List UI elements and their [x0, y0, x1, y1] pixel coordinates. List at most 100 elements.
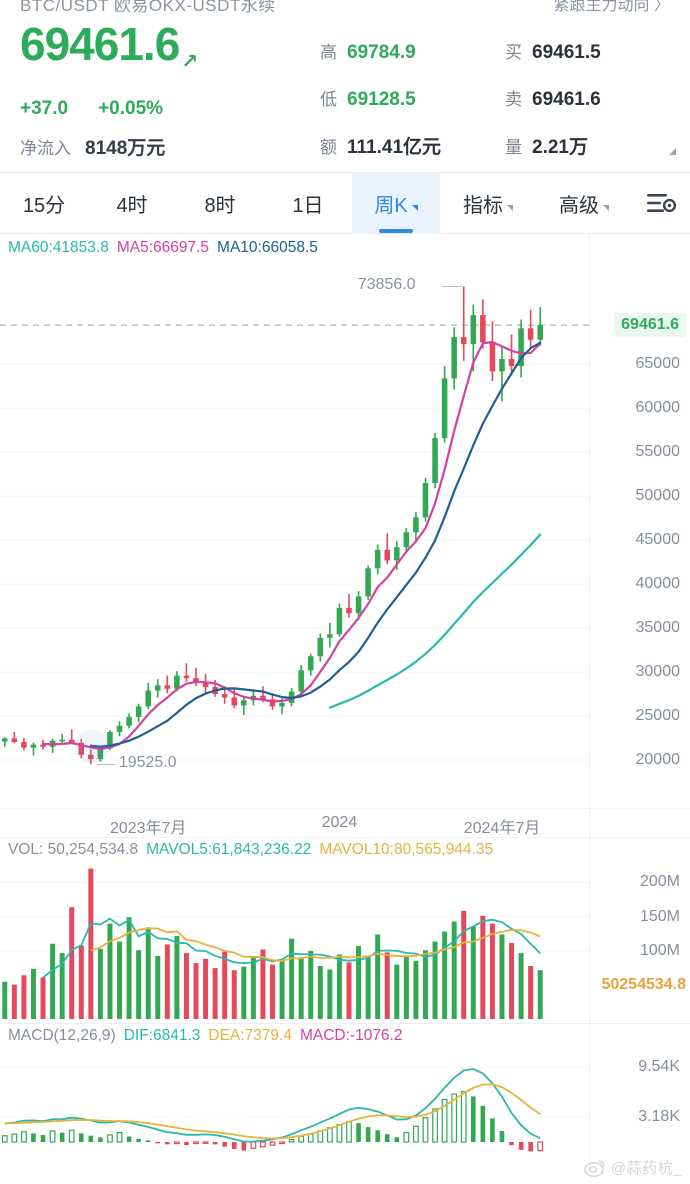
last-price-value: 69461.6: [20, 18, 180, 70]
tab-indicators[interactable]: 指标: [440, 173, 536, 233]
chevron-down-icon: [507, 205, 513, 211]
tab-1day-label: 1日: [292, 194, 324, 217]
volume-y-axis: 200M 150M 100M 50254534.8: [590, 838, 690, 1023]
watermark-text: @蒜药杭_: [610, 1160, 682, 1177]
price-y-axis: 65000 60000 55000 50000 45000 40000 35000 30000…: [590, 234, 690, 808]
macd-axis-tick: 3.18K: [638, 1108, 680, 1125]
price-axis-tick: 50000: [635, 487, 681, 505]
chevron-down-icon: [411, 205, 418, 211]
legend-item: MA10:66058.5: [217, 239, 318, 256]
macd-y-axis: 9.54K 3.18K: [590, 1024, 690, 1171]
axis-divider: [589, 234, 590, 808]
current-volume-tag: 50254534.8: [601, 975, 686, 993]
volume-chart-panel[interactable]: VOL: 50,254,534.8 MAVOL5:61,843,236.22 MAV…: [0, 838, 690, 1023]
tab-4hour-label: 4时: [116, 194, 148, 217]
low-price-annotation: 19525.0: [118, 754, 177, 772]
tab-weekly-k-label: 周K: [374, 194, 408, 217]
stat-high-label: 高: [320, 43, 337, 62]
tab-4hour[interactable]: 4时: [88, 173, 176, 233]
legend-item: VOL: 50,254,534.8: [8, 841, 139, 858]
stat-volume-value: 2.21万: [532, 137, 588, 158]
volume-legend: VOL: 50,254,534.8 MAVOL5:61,843,236.22 MAV…: [8, 841, 501, 859]
price-axis-tick: 35000: [635, 619, 681, 637]
stats-column-right: 买 69461.5 卖 69461.6 量 2.21万: [505, 18, 675, 180]
quote-header: BTC/USDT 欧易OKX-USDT永续 紧跟主力动向 〉 69461.6 ↗…: [0, 0, 690, 172]
tab-8hour-label: 8时: [204, 194, 236, 217]
stat-ask-label: 卖: [505, 90, 522, 109]
price-chart-panel[interactable]: MA60:41853.8 MA5:66697.5 MA10:66058.5 6500…: [0, 234, 690, 808]
netflow-row: 净流入 8148万元: [20, 133, 320, 160]
weibo-icon: [584, 1160, 605, 1177]
chart-settings-icon: [647, 194, 676, 213]
price-axis-tick: 20000: [635, 751, 681, 769]
stat-high: 高 69784.9: [320, 38, 505, 64]
macd-axis-tick: 9.54K: [638, 1058, 680, 1075]
axis-divider: [589, 1024, 590, 1171]
candlestick-canvas: [0, 286, 590, 765]
high-price-annotation: 73856.0: [357, 276, 416, 294]
legend-item: MAVOL10:80,565,944.35: [319, 841, 494, 858]
primary-quote-column: 69461.6 ↗ +37.0 +0.05% 净流入 8148万元: [20, 18, 320, 160]
legend-item: MAVOL5:61,843,236.22: [146, 841, 312, 858]
tab-15min[interactable]: 15分: [0, 173, 88, 233]
stat-ask: 卖 69461.6: [505, 85, 675, 111]
tab-8hour[interactable]: 8时: [176, 173, 264, 233]
price-axis-tick: 40000: [635, 575, 681, 593]
netflow-value: 8148万元: [85, 138, 166, 159]
tab-advanced-label: 高级: [559, 194, 599, 217]
chart-settings-button[interactable]: [632, 173, 690, 233]
date-axis-tick: 2023年7月: [109, 820, 187, 837]
macd-canvas: [0, 1066, 590, 1152]
stat-turnover-value: 111.41亿元: [347, 137, 442, 158]
date-x-axis: 2023年7月 2024 2024年7月: [0, 808, 690, 838]
stat-ask-value: 69461.6: [532, 89, 601, 110]
price-axis-tick: 65000: [635, 355, 681, 373]
price-axis-tick: 60000: [635, 399, 681, 417]
collapse-panel-caret-icon[interactable]: [669, 148, 676, 155]
last-price-row: 69461.6 ↗: [20, 18, 320, 88]
follow-flow-link[interactable]: 紧跟主力动向 〉: [553, 0, 670, 14]
tab-indicators-label: 指标: [463, 194, 503, 217]
tab-advanced[interactable]: 高级: [536, 173, 632, 233]
current-price-tag: 69461.6: [614, 313, 686, 338]
chevron-down-icon: [603, 205, 609, 211]
macd-chart-panel[interactable]: MACD(12,26,9) DIF:6841.3 DEA:7379.4 MACD:-1…: [0, 1024, 690, 1171]
symbol-title-row: BTC/USDT 欧易OKX-USDT永续 紧跟主力动向 〉: [20, 0, 670, 15]
stat-low: 低 69128.5: [320, 85, 505, 111]
change-percent: +0.05%: [98, 98, 164, 119]
change-absolute: +37.0: [20, 98, 69, 119]
axis-divider: [589, 809, 590, 837]
tab-15min-label: 15分: [22, 194, 66, 217]
stat-bid-value: 69461.5: [532, 42, 601, 63]
quote-grid: 69461.6 ↗ +37.0 +0.05% 净流入 8148万元 高 6978…: [20, 18, 680, 180]
stat-turnover: 额 111.41亿元: [320, 132, 505, 159]
stat-bid-label: 买: [505, 43, 522, 62]
stat-turnover-label: 额: [320, 138, 337, 157]
price-axis-tick: 55000: [635, 443, 681, 461]
stat-high-value: 69784.9: [347, 42, 416, 63]
stat-low-label: 低: [320, 90, 337, 109]
price-axis-tick: 45000: [635, 531, 681, 549]
volume-axis-tick: 200M: [639, 873, 680, 891]
volume-axis-tick: 150M: [639, 907, 680, 925]
legend-item: MA5:66697.5: [116, 239, 210, 256]
price-ma-legend: MA60:41853.8 MA5:66697.5 MA10:66058.5: [8, 239, 326, 257]
panel-divider: [0, 1023, 690, 1024]
change-row: +37.0 +0.05%: [20, 98, 320, 120]
stat-low-value: 69128.5: [347, 89, 416, 110]
stat-volume-label: 量: [505, 138, 522, 157]
annotation-leader-line: [96, 764, 115, 766]
volume-canvas: [0, 868, 590, 1019]
legend-item: MACD(12,26,9): [8, 1027, 116, 1044]
legend-item: MACD:-1076.2: [299, 1027, 403, 1044]
timeframe-tabbar: 15分 4时 8时 1日 周K 指标 高级: [0, 172, 690, 234]
legend-item: MA60:41853.8: [8, 239, 109, 256]
price-axis-tick: 30000: [635, 663, 681, 681]
tab-1day[interactable]: 1日: [264, 173, 352, 233]
legend-item: DEA:7379.4: [208, 1027, 292, 1044]
stats-column-middle: 高 69784.9 低 69128.5 额 111.41亿元: [320, 18, 505, 180]
tab-weekly-k[interactable]: 周K: [352, 173, 440, 233]
annotation-leader-line: [441, 286, 462, 288]
legend-item: DIF:6841.3: [123, 1027, 201, 1044]
